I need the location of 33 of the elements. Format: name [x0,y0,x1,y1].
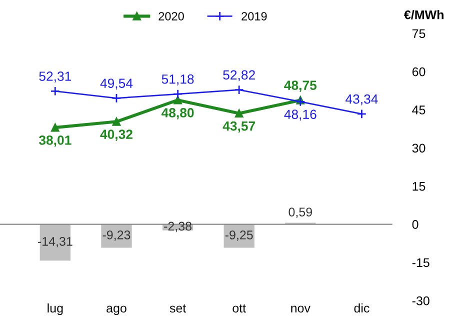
x-tick-label: ago [106,306,126,316]
data-label: 43,57 [222,121,256,133]
y-tick-label: 75 [412,29,426,38]
data-label: 48,75 [284,80,317,92]
data-label: 0,59 [288,208,312,218]
y-axis-title: €/MWh [404,10,444,20]
y-tick-label: 30 [412,144,426,153]
legend-label: 2020 [158,12,184,20]
y-tick-label: 60 [412,67,426,76]
x-tick-label: set [170,304,186,313]
data-label: -9,25 [225,230,253,241]
data-label: 52,82 [223,70,255,82]
data-label: -2,38 [164,222,192,232]
data-label: 49,54 [100,78,133,90]
y-tick-label: -15 [412,258,430,268]
y-tick-label: 15 [412,182,426,191]
data-label: 48,16 [284,110,316,121]
data-label: 43,34 [346,94,378,106]
x-tick-label: nov [291,306,310,313]
data-label: 40,32 [100,130,132,141]
data-label: -14,31 [38,236,72,248]
x-tick-label: dic [354,303,370,313]
data-label: 38,01 [38,136,72,147]
y-tick-label: 45 [412,106,426,114]
data-label: 52,31 [39,72,72,82]
x-tick-label: lug [48,303,63,316]
legend-label: 2019 [242,12,267,20]
data-label: -9,23 [102,230,130,241]
data-label: 48,80 [161,108,194,120]
y-tick-label: -30 [412,296,430,306]
x-tick-label: ott [232,304,246,313]
y-tick-label: 0 [412,220,418,229]
data-label: 51,18 [162,74,194,86]
